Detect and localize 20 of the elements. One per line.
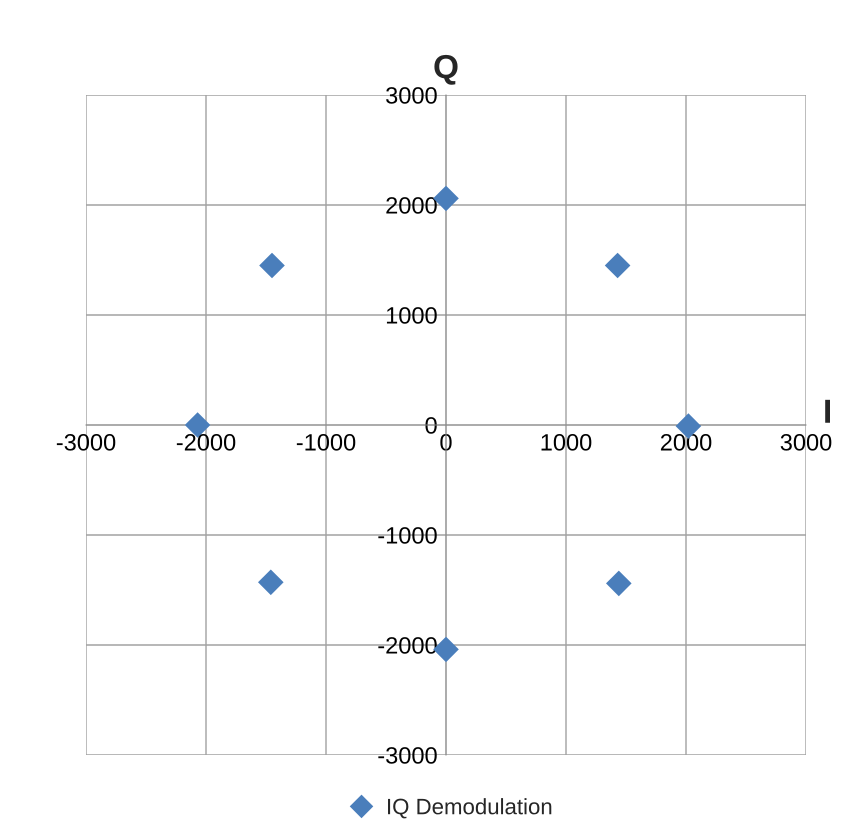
point [604,252,630,278]
y-tick-label: -2000 [378,637,437,654]
y-tick-label: -1000 [378,527,437,544]
x-tick-label: 3000 [780,434,832,451]
y-tick-label: 1000 [386,307,437,324]
point [259,252,285,278]
y-tick-label: 3000 [386,87,437,104]
x-tick-label: -1000 [296,434,356,451]
legend-label: IQ Demodulation [388,798,552,818]
y-axis-title: Q [434,54,458,85]
x-tick-label: -2000 [176,434,236,451]
x-tick-label: 1000 [542,434,592,451]
x-tick-label: 0 [440,434,452,451]
point [606,570,632,596]
point [258,569,284,596]
x-tick-label: -3000 [56,434,116,451]
x-tick-label: 2000 [660,434,712,451]
y-tick-label: -3000 [378,747,437,764]
y-tick-label: 2000 [386,197,437,214]
x-axis-title: I [825,400,830,423]
